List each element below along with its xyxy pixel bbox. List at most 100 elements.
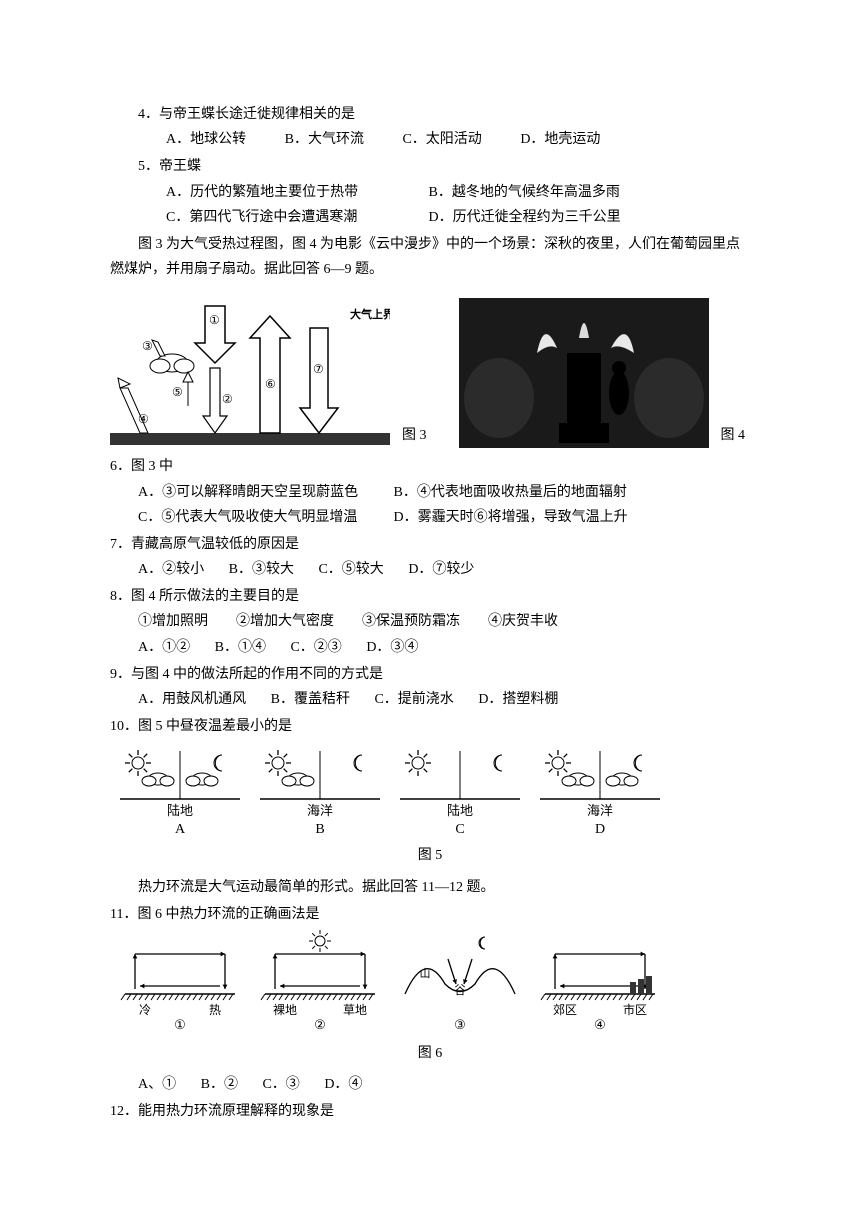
arrow-5: ⑤ — [170, 372, 193, 406]
q4-opt-c: C．太阳活动 — [402, 127, 481, 152]
question-8: 8．图 4 所示做法的主要目的是 ①增加照明 ②增加大气密度 ③保温预防霜冻 ④… — [110, 584, 750, 660]
q9-options: A．用鼓风机通风 B．覆盖秸秆 C．提前浇水 D．搭塑料棚 — [110, 687, 750, 712]
fig3-top-label: 大气上界 — [350, 307, 390, 321]
q8-opt-a: A．①② — [138, 635, 190, 660]
arrow-1: ① — [195, 306, 235, 363]
svg-text:C: C — [455, 822, 464, 837]
q7-opt-d: D．⑦较少 — [408, 557, 474, 582]
svg-text:②: ② — [222, 392, 233, 406]
arrow-3: ③ — [142, 339, 165, 356]
q11-opt-a: A、① — [138, 1072, 176, 1097]
svg-text:③: ③ — [142, 339, 153, 353]
q4-options: A．地球公转 B．大气环流 C．太阳活动 D．地壳运动 — [110, 127, 750, 152]
q8-sub: ①增加照明 ②增加大气密度 ③保温预防霜冻 ④庆贺丰收 — [110, 609, 750, 634]
svg-text:陆地: 陆地 — [447, 803, 473, 818]
figures-3-4: 大气上界 ① ② ③ — [110, 288, 750, 448]
passage-6-9: 图 3 为大气受热过程图，图 4 为电影《云中漫步》中的一个场景：深秋的夜里，人… — [110, 232, 750, 282]
ground-rect — [110, 433, 390, 445]
svg-text:裸地: 裸地 — [273, 1002, 297, 1017]
figure-6-svg: 冷 热 ① 裸地 草地 ② 谷 山 ③ 郊区 市区 ④ — [110, 929, 670, 1039]
figure-5-svg: 陆地A海洋B陆地C海洋D — [110, 741, 670, 841]
question-10: 10．图 5 中昼夜温差最小的是 — [110, 714, 750, 739]
q4-opt-b: B．大气环流 — [285, 127, 364, 152]
question-12: 12．能用热力环流原理解释的现象是 — [110, 1099, 750, 1124]
figure-6: 冷 热 ① 裸地 草地 ② 谷 山 ③ 郊区 市区 ④ 图 6 — [110, 929, 750, 1066]
passage-11-12: 热力环流是大气运动最简单的形式。据此回答 11—12 题。 — [110, 875, 750, 900]
q9-opt-d: D．搭塑料棚 — [478, 687, 558, 712]
svg-text:⑦: ⑦ — [313, 362, 324, 376]
q7-opt-a: A．②较小 — [138, 557, 204, 582]
svg-text:热: 热 — [209, 1003, 221, 1017]
q5-stem: 5．帝王蝶 — [110, 154, 750, 179]
q8-opt-d: D．③④ — [366, 635, 418, 660]
cloud-icon — [150, 354, 194, 373]
q7-opt-b: B．③较大 — [229, 557, 294, 582]
q7-opt-c: C．⑤较大 — [318, 557, 383, 582]
q5-options: A．历代的繁殖地主要位于热带 B．越冬地的气候终年高温多雨 C．第四代飞行途中会… — [110, 180, 750, 230]
q11-opt-d: D．④ — [324, 1072, 362, 1097]
svg-text:④: ④ — [594, 1017, 606, 1032]
svg-text:⑥: ⑥ — [265, 377, 276, 391]
figure-3-svg: 大气上界 ① ② ③ — [110, 288, 390, 448]
q7-options: A．②较小 B．③较大 C．⑤较大 D．⑦较少 — [110, 557, 750, 582]
q6-opt-c: C．⑤代表大气吸收使大气明显增温 — [138, 505, 390, 530]
svg-text:陆地: 陆地 — [167, 803, 193, 818]
svg-text:谷: 谷 — [454, 983, 466, 997]
q5-opt-a: A．历代的繁殖地主要位于热带 — [166, 180, 390, 205]
q6-stem: 6．图 3 中 — [110, 454, 750, 479]
question-4: 4．与帝王蝶长途迁徙规律相关的是 A．地球公转 B．大气环流 C．太阳活动 D．… — [110, 102, 750, 152]
svg-text:海洋: 海洋 — [307, 803, 333, 818]
q5-opt-c: C．第四代飞行途中会遭遇寒潮 — [166, 205, 390, 230]
svg-text:冷: 冷 — [139, 1003, 151, 1017]
svg-text:A: A — [175, 822, 186, 837]
q5-opt-d: D．历代迁徙全程约为三千公里 — [429, 205, 621, 230]
q7-stem: 7．青藏高原气温较低的原因是 — [110, 532, 750, 557]
q8-opt-c: C．②③ — [290, 635, 341, 660]
q9-opt-a: A．用鼓风机通风 — [138, 687, 246, 712]
q9-opt-b: B．覆盖秸秆 — [271, 687, 350, 712]
svg-text:①: ① — [174, 1017, 186, 1032]
question-5: 5．帝王蝶 A．历代的繁殖地主要位于热带 B．越冬地的气候终年高温多雨 C．第四… — [110, 154, 750, 230]
q11-opt-b: B．② — [201, 1072, 238, 1097]
svg-text:④: ④ — [138, 412, 149, 426]
figure-3: 大气上界 ① ② ③ — [110, 288, 390, 448]
svg-text:海洋: 海洋 — [587, 803, 613, 818]
q10-stem: 10．图 5 中昼夜温差最小的是 — [110, 714, 750, 739]
q4-opt-a: A．地球公转 — [166, 127, 246, 152]
svg-text:郊区: 郊区 — [553, 1003, 577, 1017]
q11-opt-c: C．③ — [262, 1072, 299, 1097]
q6-options: A．③可以解释晴朗天空呈现蔚蓝色 B．④代表地面吸收热量后的地面辐射 C．⑤代表… — [110, 480, 750, 530]
figure-6-label: 图 6 — [110, 1041, 750, 1066]
q5-opt-b: B．越冬地的气候终年高温多雨 — [429, 180, 620, 205]
svg-text:B: B — [315, 822, 324, 837]
figure-3-label: 图 3 — [402, 423, 427, 448]
q11-stem: 11．图 6 中热力环流的正确画法是 — [110, 902, 750, 927]
figure-4-svg — [459, 298, 709, 448]
arrow-7: ⑦ — [300, 328, 338, 433]
question-9: 9．与图 4 中的做法所起的作用不同的方式是 A．用鼓风机通风 B．覆盖秸秆 C… — [110, 662, 750, 712]
arrow-2: ② — [203, 368, 233, 433]
q4-stem: 4．与帝王蝶长途迁徙规律相关的是 — [110, 102, 750, 127]
svg-text:山: 山 — [420, 967, 431, 980]
q9-stem: 9．与图 4 中的做法所起的作用不同的方式是 — [110, 662, 750, 687]
figure-5-label: 图 5 — [110, 843, 750, 868]
arrow-4: ④ — [118, 378, 149, 433]
figure-4-label: 图 4 — [721, 423, 746, 448]
q9-opt-c: C．提前浇水 — [374, 687, 453, 712]
q12-stem: 12．能用热力环流原理解释的现象是 — [110, 1099, 750, 1124]
q8-opt-b: B．①④ — [215, 635, 266, 660]
q8-stem: 8．图 4 所示做法的主要目的是 — [110, 584, 750, 609]
q6-opt-d: D．雾霾天时⑥将增强，导致气温上升 — [394, 510, 628, 525]
q6-opt-a: A．③可以解释晴朗天空呈现蔚蓝色 — [138, 480, 390, 505]
svg-text:①: ① — [209, 313, 220, 327]
svg-text:草地: 草地 — [343, 1003, 367, 1017]
q4-opt-d: D．地壳运动 — [520, 127, 600, 152]
svg-text:③: ③ — [454, 1017, 466, 1032]
arrow-6: ⑥ — [250, 316, 290, 433]
q6-opt-b: B．④代表地面吸收热量后的地面辐射 — [394, 485, 627, 500]
svg-text:⑤: ⑤ — [172, 385, 183, 399]
svg-text:②: ② — [314, 1017, 326, 1032]
q11-options: A、① B．② C．③ D．④ — [110, 1072, 750, 1097]
svg-text:市区: 市区 — [623, 1002, 647, 1017]
question-11: 11．图 6 中热力环流的正确画法是 — [110, 902, 750, 927]
